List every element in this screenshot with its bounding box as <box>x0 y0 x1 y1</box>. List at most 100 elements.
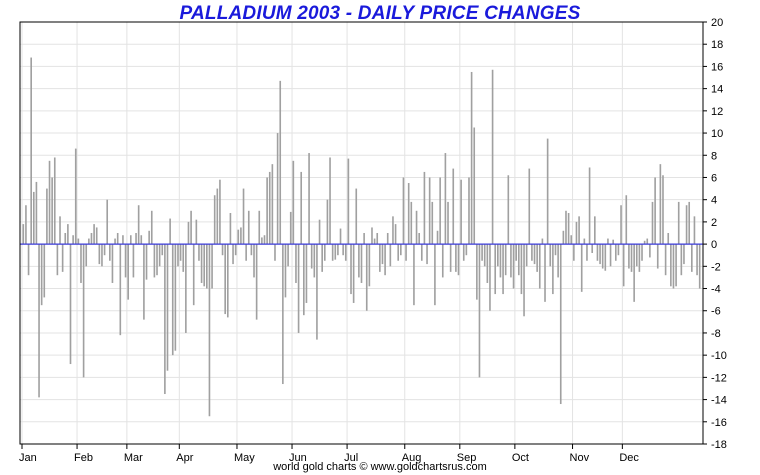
bar <box>580 244 583 292</box>
bar <box>486 244 489 283</box>
bar <box>625 195 628 245</box>
y-tick-label: 6 <box>711 172 717 184</box>
x-axis: Jan Feb Mar Apr May Jun Jul Aug Sep Oct Nov Dec <box>19 444 639 464</box>
bar <box>216 188 219 245</box>
bar <box>672 244 675 289</box>
bar <box>664 244 667 276</box>
bar <box>88 238 90 245</box>
bar <box>662 175 664 245</box>
bar <box>119 244 122 336</box>
bar <box>35 181 38 245</box>
bar <box>282 244 284 385</box>
bar <box>208 244 211 417</box>
bar <box>161 244 164 256</box>
bar <box>656 244 659 269</box>
bar <box>365 244 368 311</box>
bar <box>567 213 570 245</box>
bar <box>594 216 596 245</box>
bar <box>61 244 64 272</box>
bar <box>229 213 232 245</box>
bar <box>617 244 620 256</box>
bar <box>64 233 67 245</box>
x-tick-label: Jun <box>289 452 307 464</box>
bar <box>371 227 373 245</box>
bar <box>400 244 402 256</box>
bar <box>56 244 59 276</box>
bar <box>250 244 253 256</box>
bar <box>392 216 394 245</box>
bar <box>300 171 303 245</box>
bar <box>415 210 418 245</box>
bar-series <box>22 57 701 417</box>
bar <box>476 244 478 300</box>
bar <box>620 205 622 245</box>
bar <box>95 227 98 245</box>
bar <box>198 244 200 261</box>
bar <box>641 244 643 261</box>
y-tick-label: -10 <box>711 350 727 362</box>
bar <box>651 201 654 245</box>
bar <box>352 244 355 303</box>
bar <box>368 244 371 287</box>
bar <box>148 230 150 245</box>
bar <box>48 160 51 245</box>
bar <box>444 153 447 245</box>
bar <box>103 244 106 256</box>
bar <box>489 244 491 311</box>
bar <box>268 171 271 245</box>
bar <box>586 244 588 261</box>
bar <box>688 201 691 245</box>
bar <box>40 244 43 306</box>
y-tick-label: -16 <box>711 417 727 429</box>
plot-frame <box>19 21 704 445</box>
x-tick-label: Jan <box>19 452 37 464</box>
bar <box>313 244 316 278</box>
bar <box>554 244 557 256</box>
bar <box>394 224 397 245</box>
bar <box>633 244 635 302</box>
bar <box>53 157 56 245</box>
bar <box>528 168 531 245</box>
bar <box>544 244 546 302</box>
bar <box>402 177 405 245</box>
bar <box>680 244 683 276</box>
bar <box>497 244 499 267</box>
bar <box>363 233 365 245</box>
bar <box>491 69 494 245</box>
bar <box>261 237 263 245</box>
bar <box>174 244 177 351</box>
bar <box>143 244 145 320</box>
bar <box>43 244 46 298</box>
bar <box>552 244 554 295</box>
bar <box>132 244 135 278</box>
bar <box>187 221 190 245</box>
x-tick-label: Dec <box>619 452 639 464</box>
bar <box>124 244 127 278</box>
bar <box>221 244 224 256</box>
bar <box>232 244 234 265</box>
bar <box>575 221 578 245</box>
bar <box>72 235 74 245</box>
y-tick-label: 16 <box>711 61 723 73</box>
bar <box>646 238 649 245</box>
bar <box>185 244 187 333</box>
bar <box>654 177 656 245</box>
bar <box>630 244 633 272</box>
bar <box>649 244 651 258</box>
bar <box>122 235 124 245</box>
bar <box>224 244 226 315</box>
x-tick-label: Jul <box>344 452 358 464</box>
bar <box>583 238 586 245</box>
bar <box>431 201 434 245</box>
y-tick-label: 20 <box>711 17 723 29</box>
bar <box>638 244 641 272</box>
bar <box>410 201 413 245</box>
bar <box>30 57 32 245</box>
x-tick-label: Nov <box>570 452 590 464</box>
bar <box>468 177 470 245</box>
bar <box>549 244 552 267</box>
bar <box>546 138 549 245</box>
bar <box>510 244 512 278</box>
bar <box>677 201 680 245</box>
